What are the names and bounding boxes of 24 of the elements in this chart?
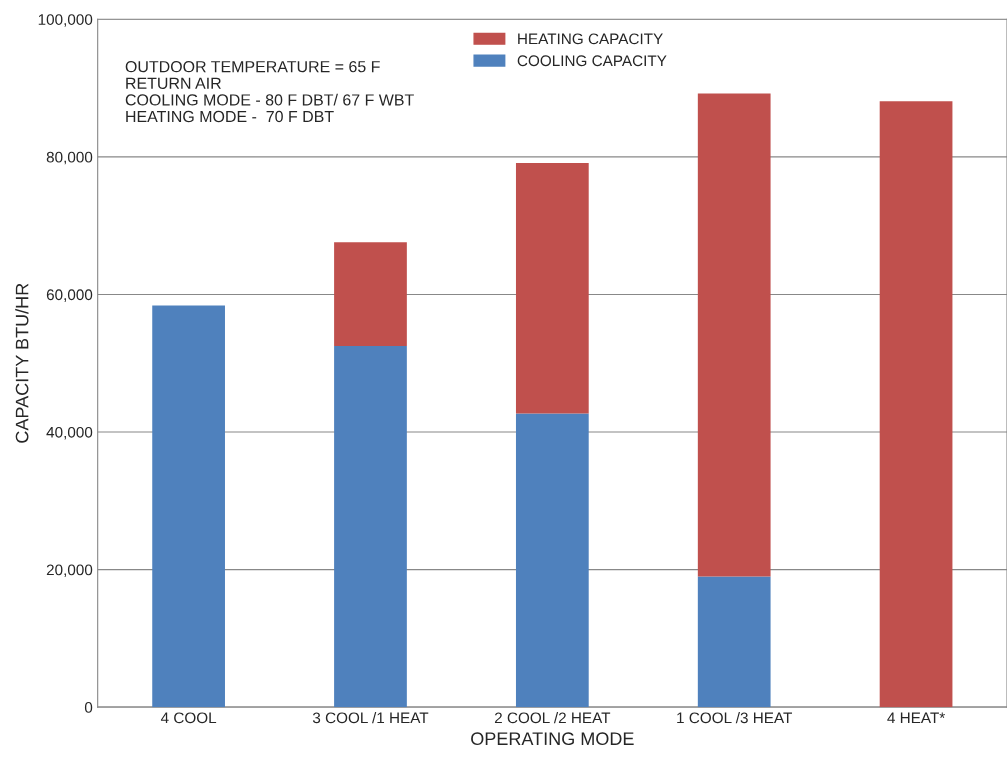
bar [515, 413, 589, 708]
bar [334, 242, 407, 347]
x-axis-title: OPERATING MODE [471, 732, 634, 746]
x-tick-label: 4 COOL [160, 712, 217, 724]
bar [879, 101, 953, 708]
y-axis-title: CAPACITY BTU/HR [15, 283, 29, 443]
bar [152, 305, 225, 708]
legend-label: HEATING CAPACITY [518, 33, 663, 45]
y-tick-label: 100,000 [38, 14, 93, 27]
x-tick-label: 4 HEAT* [887, 712, 945, 724]
y-tick-label: 80,000 [46, 151, 93, 165]
y-tick-label: 40,000 [46, 426, 93, 440]
bar [697, 576, 771, 708]
x-tick-label: 1 COOL /3 HEAT [677, 712, 793, 724]
y-tick-label: 20,000 [46, 564, 93, 578]
bar [515, 163, 589, 414]
annotation: OUTDOOR TEMPERATURE = 65 F RETURN AIR COOLING MODE - 80 F DBT/ 67 F WBT HEATING MODE - 70 F DBT [125, 60, 414, 123]
x-tick-label: 3 COOL /1 HEAT [312, 712, 429, 724]
y-tick-label: 60,000 [46, 289, 93, 302]
y-tick-label: 0 [84, 702, 93, 713]
x-tick-label: 2 COOL /2 HEAT [494, 712, 611, 724]
legend-label: COOLING CAPACITY [517, 55, 667, 67]
bar [697, 93, 771, 577]
bar [334, 346, 407, 708]
